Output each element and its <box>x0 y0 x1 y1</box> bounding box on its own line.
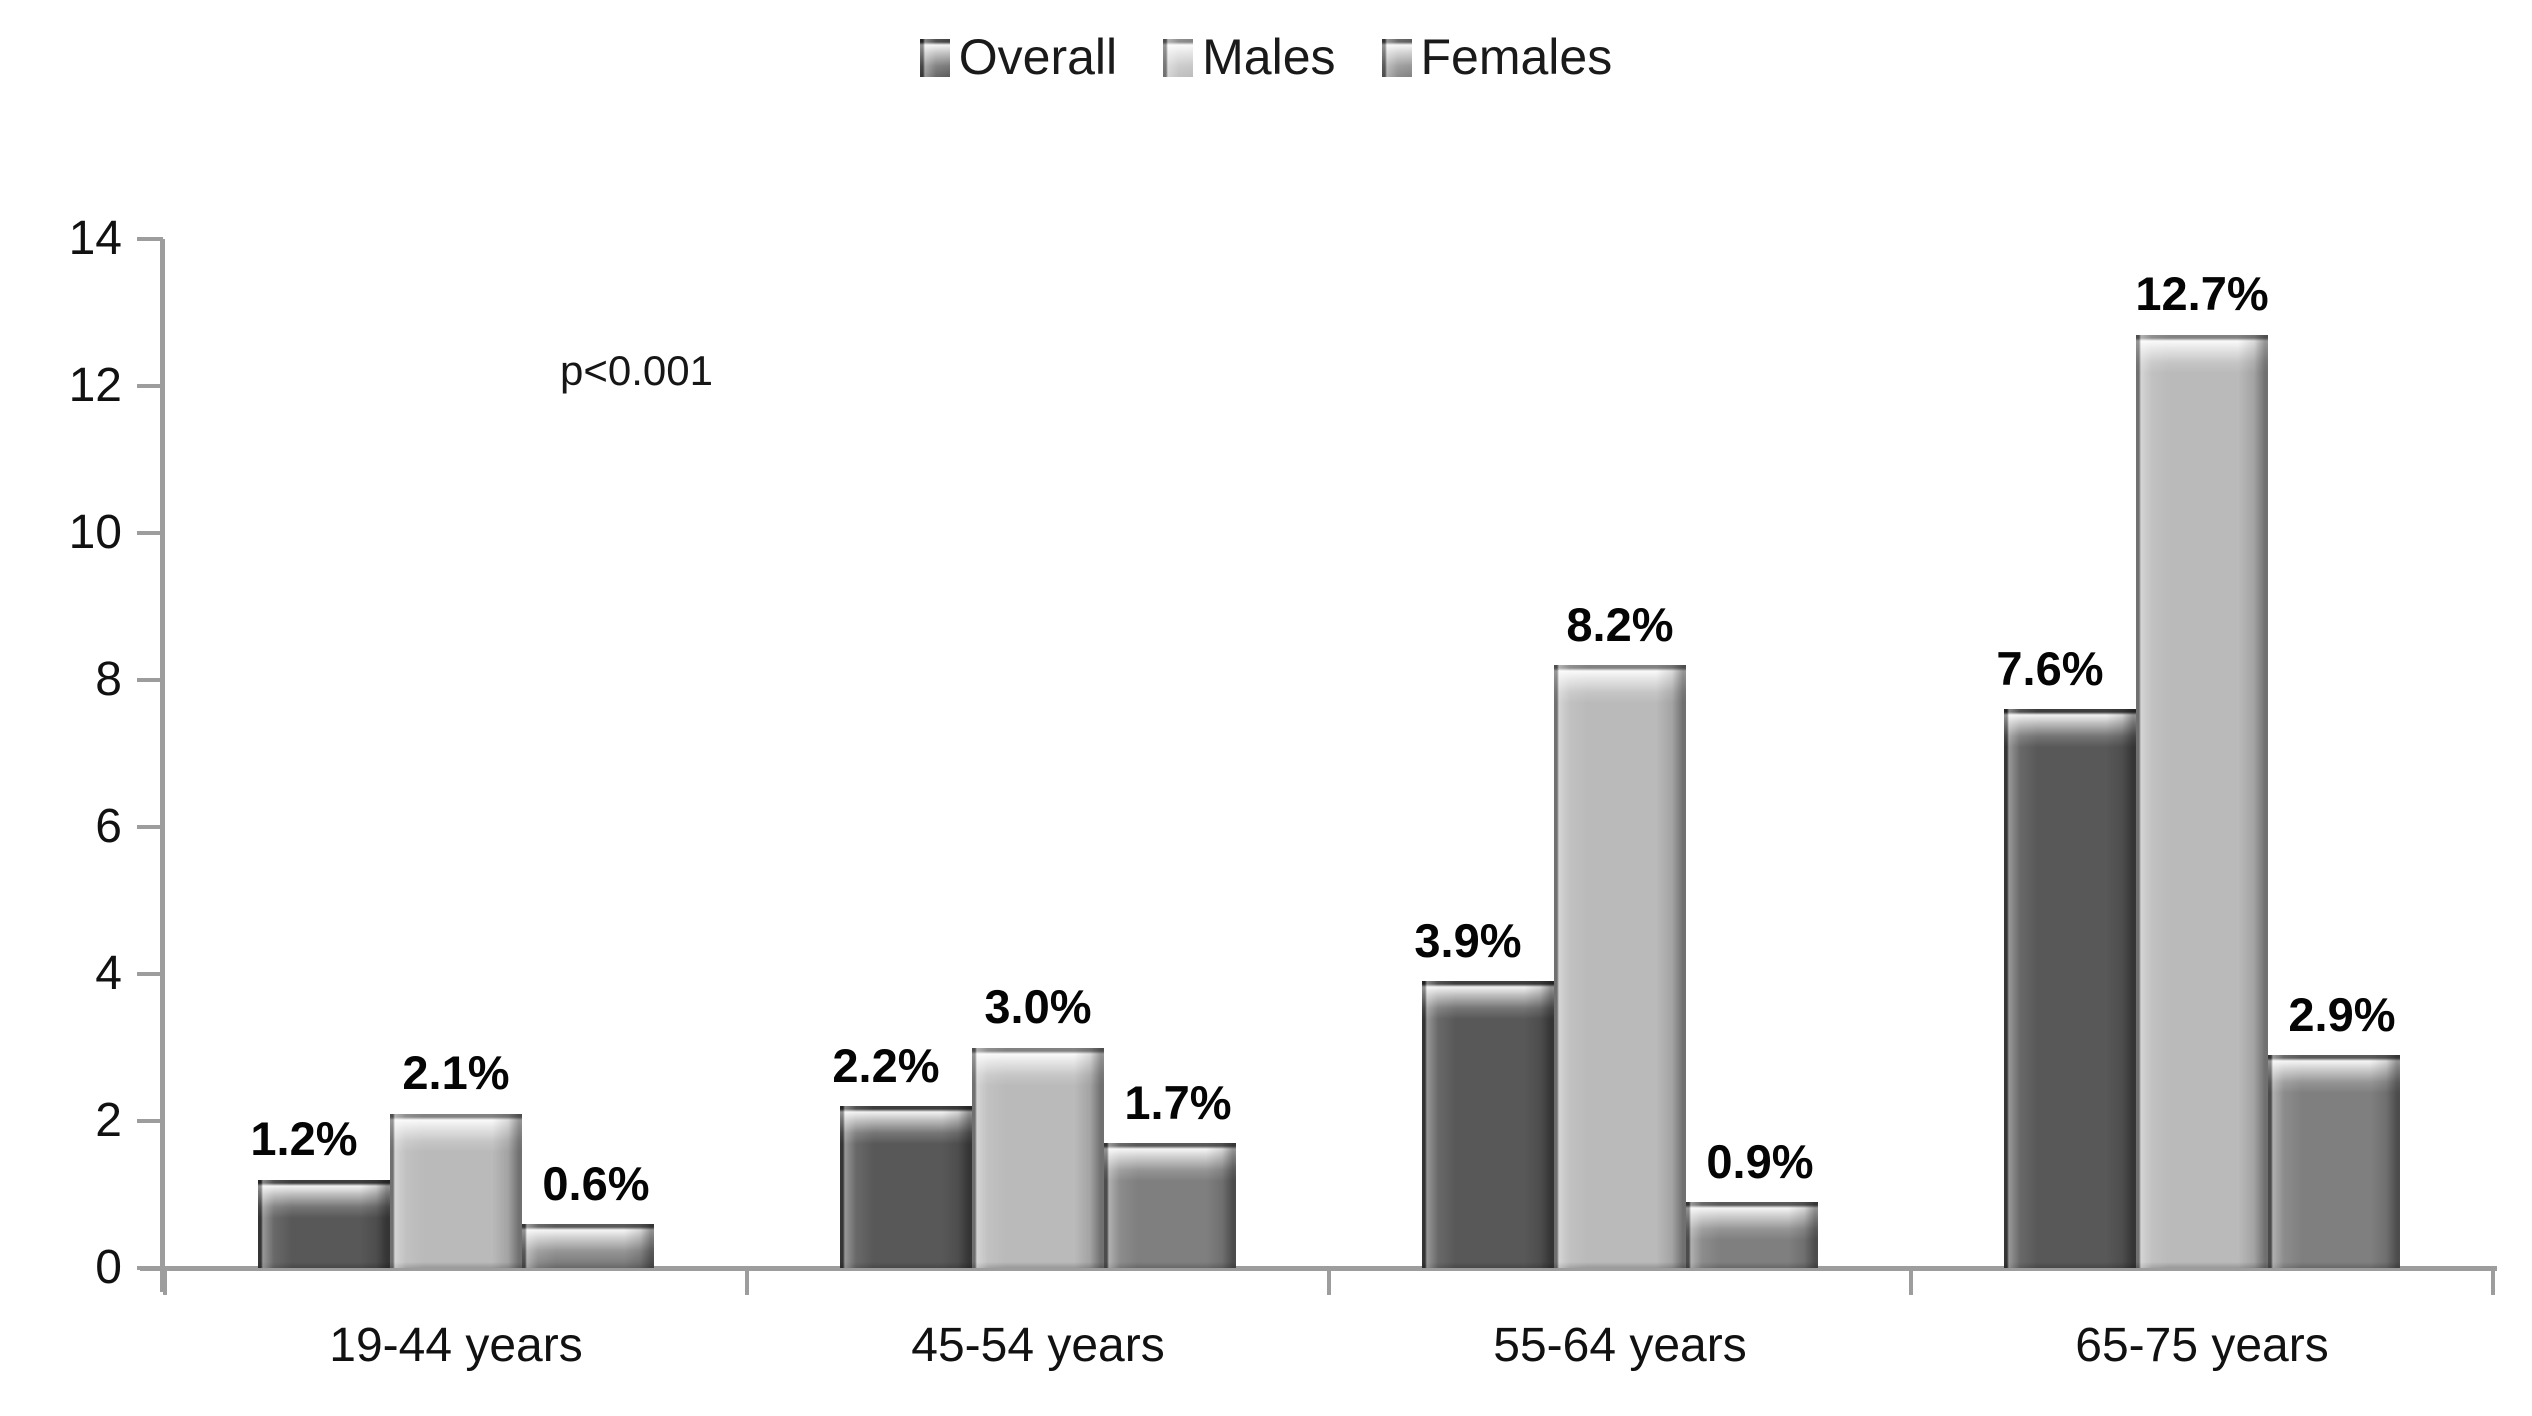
p-value-annotation: p<0.001 <box>560 347 713 394</box>
y-tick <box>137 825 163 829</box>
category-label: 55-64 years <box>1493 1319 1747 1372</box>
bar-group: 1.2% 2.1% 0.6% <box>165 239 747 1268</box>
bar-group: 2.2% 3.0% 1.7% <box>747 239 1329 1268</box>
x-tick <box>1909 1271 1913 1295</box>
bar-wrap: 0.9% <box>1686 239 1818 1268</box>
legend-swatch-icon <box>919 38 950 77</box>
bar-wrap: 2.9% <box>2268 239 2400 1268</box>
bar-value-label: 3.0% <box>984 980 1092 1034</box>
legend-label: Males <box>1202 29 1336 85</box>
category-label: 45-54 years <box>911 1319 1165 1372</box>
bar-value-label: 7.6% <box>1996 642 2104 696</box>
bar-females <box>1104 1143 1236 1268</box>
category-label: 19-44 years <box>329 1319 583 1372</box>
bar-value-label: 2.1% <box>402 1046 510 1100</box>
bar-overall <box>2004 709 2136 1268</box>
bar-wrap: 7.6% <box>1996 239 2136 1268</box>
bar-females <box>1686 1201 1818 1268</box>
bar-wrap: 2.1% <box>390 239 522 1268</box>
bar-value-label: 1.7% <box>1124 1075 1232 1129</box>
x-tick <box>1327 1271 1331 1295</box>
y-tick-label: 14 <box>68 212 122 265</box>
x-tick <box>745 1271 749 1295</box>
bar-wrap: 0.6% <box>522 239 654 1268</box>
legend-item: Females <box>1381 29 1613 85</box>
bar-overall <box>258 1179 390 1268</box>
y-tick <box>137 531 163 535</box>
x-axis-line <box>140 1266 2497 1271</box>
y-tick-label: 8 <box>95 653 122 706</box>
bar-males <box>972 1047 1104 1268</box>
bar-value-label: 0.9% <box>1706 1134 1814 1188</box>
y-tick <box>137 1266 163 1270</box>
y-tick <box>137 1119 163 1123</box>
y-tick-label: 6 <box>95 800 122 853</box>
bar-value-label: 2.9% <box>2288 987 2396 1041</box>
category-label: 65-75 years <box>2075 1319 2329 1372</box>
bar-males <box>390 1113 522 1268</box>
bar-wrap: 8.2% <box>1554 239 1686 1268</box>
bar-overall <box>1422 981 1554 1268</box>
bar-group: 3.9% 8.2% 0.9% <box>1329 239 1911 1268</box>
legend-item: Overall <box>919 29 1118 85</box>
y-tick-label: 10 <box>68 506 122 559</box>
bar-value-label: 0.6% <box>542 1156 650 1210</box>
y-tick <box>137 678 163 682</box>
y-tick <box>137 237 163 241</box>
y-tick-label: 0 <box>95 1241 122 1294</box>
bar-value-label: 12.7% <box>2135 267 2269 321</box>
legend-label: Females <box>1420 29 1613 85</box>
y-tick <box>137 972 163 976</box>
bar-wrap: 1.2% <box>250 239 390 1268</box>
bar-value-label: 2.2% <box>832 1038 940 1092</box>
y-tick-label: 4 <box>95 947 122 1000</box>
bar-wrap: 3.9% <box>1414 239 1554 1268</box>
y-tick <box>137 384 163 388</box>
x-tick <box>2491 1271 2495 1295</box>
bar-wrap: 1.7% <box>1104 239 1236 1268</box>
bar-value-label: 1.2% <box>250 1112 358 1166</box>
x-tick <box>163 1271 167 1295</box>
y-tick-label: 2 <box>95 1094 122 1147</box>
bar-wrap: 3.0% <box>972 239 1104 1268</box>
legend-item: Males <box>1163 29 1336 85</box>
legend-swatch-icon <box>1163 38 1194 77</box>
bar-group: 7.6% 12.7% 2.9% <box>1911 239 2493 1268</box>
bar-males <box>2136 334 2268 1268</box>
bar-females <box>522 1223 654 1268</box>
y-axis-line <box>160 239 165 1292</box>
bar-males <box>1554 665 1686 1268</box>
bar-wrap: 2.2% <box>832 239 972 1268</box>
bar-wrap: 12.7% <box>2135 239 2269 1268</box>
bar-value-label: 8.2% <box>1566 597 1674 651</box>
bar-females <box>2268 1054 2400 1268</box>
bar-overall <box>840 1106 972 1268</box>
chart-legend: Overall Males Females <box>0 30 2532 85</box>
bar-value-label: 3.9% <box>1414 914 1522 968</box>
legend-label: Overall <box>958 29 1118 85</box>
y-tick-label: 12 <box>68 359 122 412</box>
legend-swatch-icon <box>1381 38 1412 77</box>
